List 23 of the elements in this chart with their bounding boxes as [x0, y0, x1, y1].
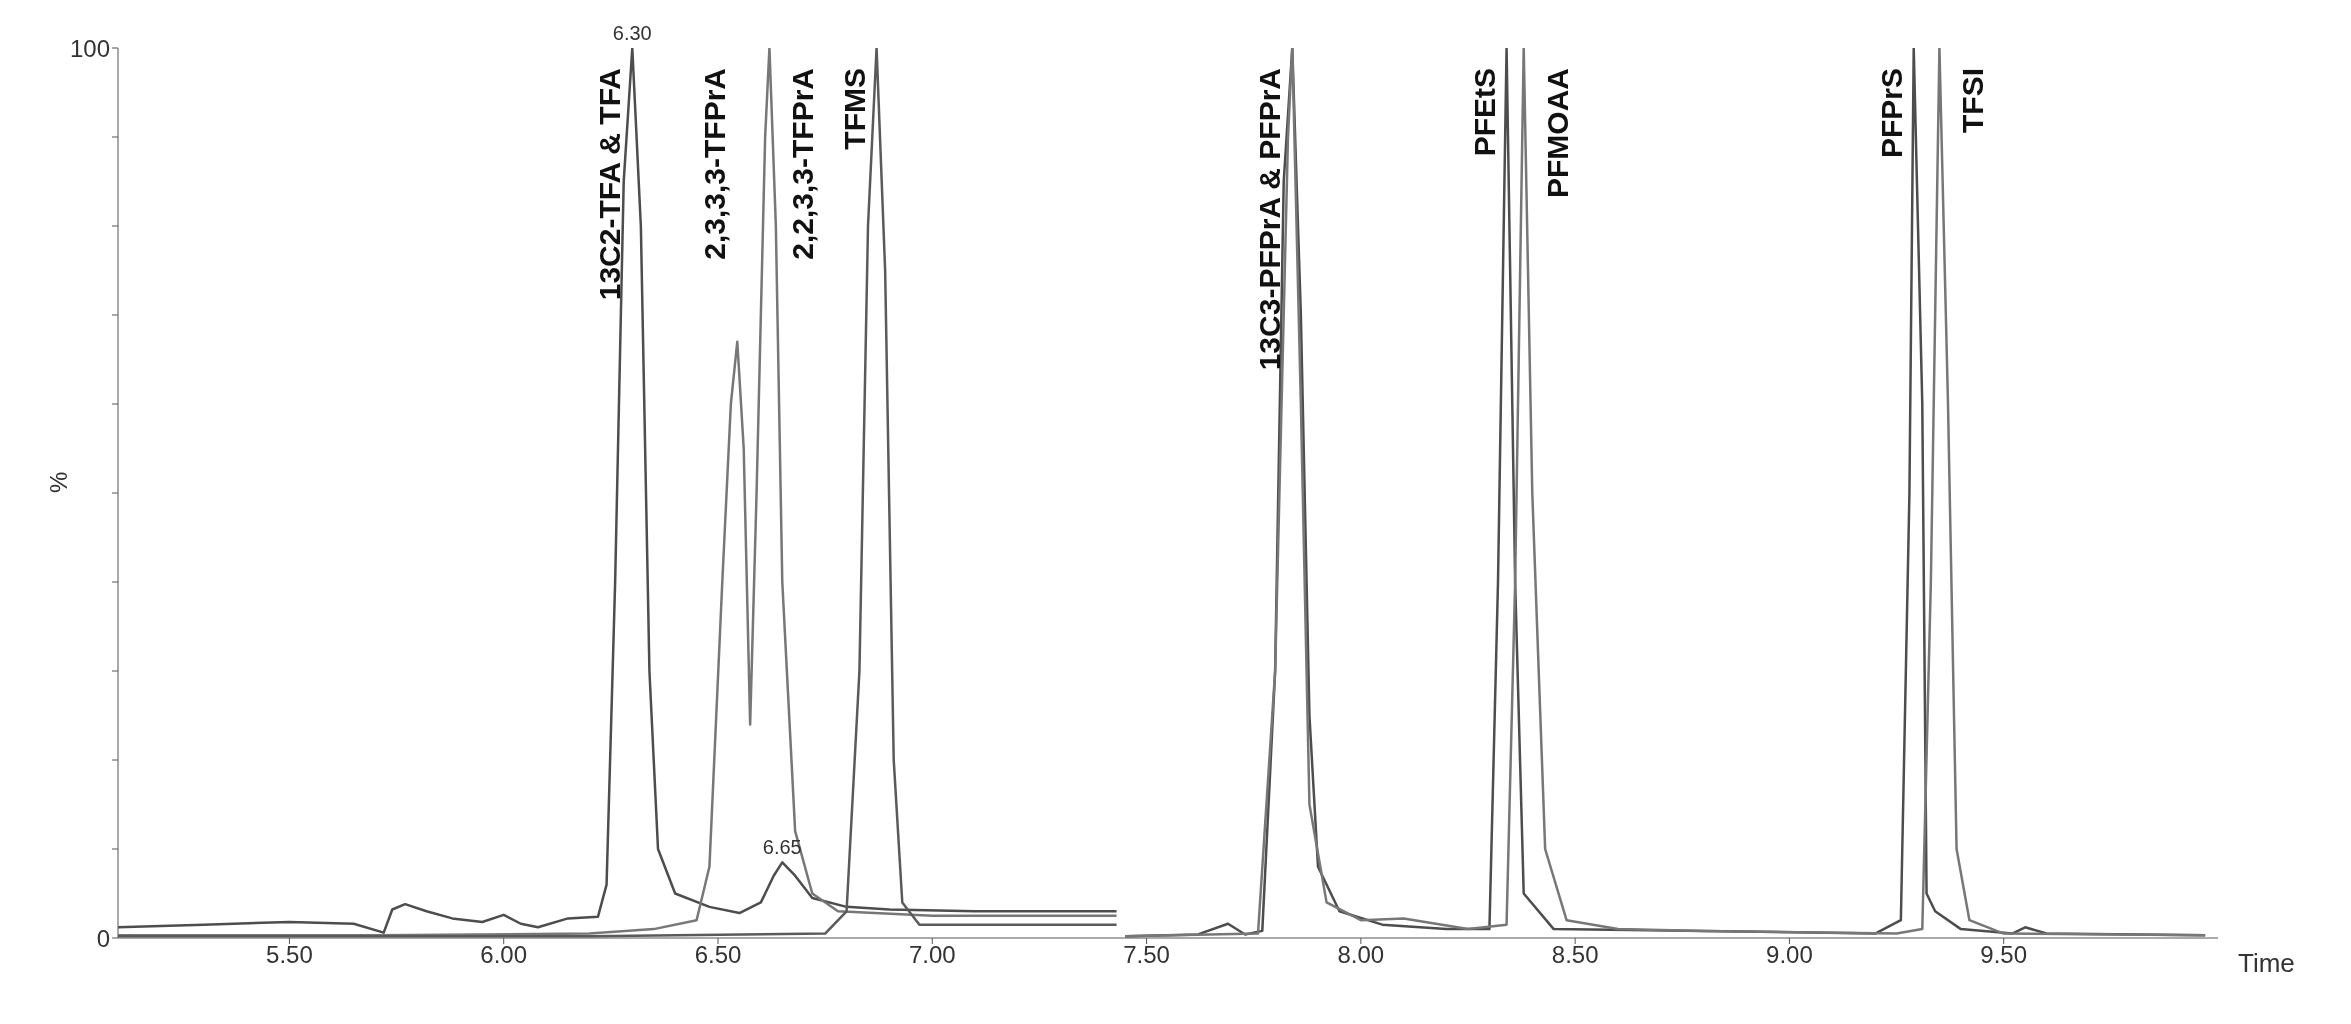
y-axis-title: % [44, 471, 72, 493]
x-tick-label: 6.00 [480, 941, 528, 969]
x-tick-label: 5.50 [266, 941, 313, 969]
annotation: 13C3-PFPrA & PFPrA [1253, 68, 1287, 371]
annotation: 2,2,3,3-TFPrA [786, 68, 820, 260]
annotation: 2,3,3,3-TFPrA [698, 68, 732, 260]
x-tick-label: 7.00 [908, 941, 956, 969]
annotation: TFMS [837, 68, 871, 150]
y-tick-label: 0 [96, 924, 110, 952]
x-axis-title: Time [2238, 948, 2295, 979]
annotation: TFSI [1956, 68, 1990, 133]
annotation: PFPrS [1874, 68, 1908, 159]
x-tick-label: 9.50 [1980, 941, 2028, 969]
annotation: 6.30 [612, 22, 652, 44]
annotation: 13C2-TFA & TFA [593, 68, 627, 301]
x-tick-label: 8.50 [1551, 941, 1599, 969]
y-tick-label: 100 [69, 34, 110, 62]
x-tick-label: 8.00 [1337, 941, 1385, 969]
annotation: PFMOAA [1540, 68, 1574, 198]
x-tick-label: 7.50 [1123, 941, 1170, 969]
annotation: PFEtS [1467, 68, 1501, 157]
x-tick-label: 6.50 [694, 941, 742, 969]
x-tick-label: 9.00 [1766, 941, 1813, 969]
